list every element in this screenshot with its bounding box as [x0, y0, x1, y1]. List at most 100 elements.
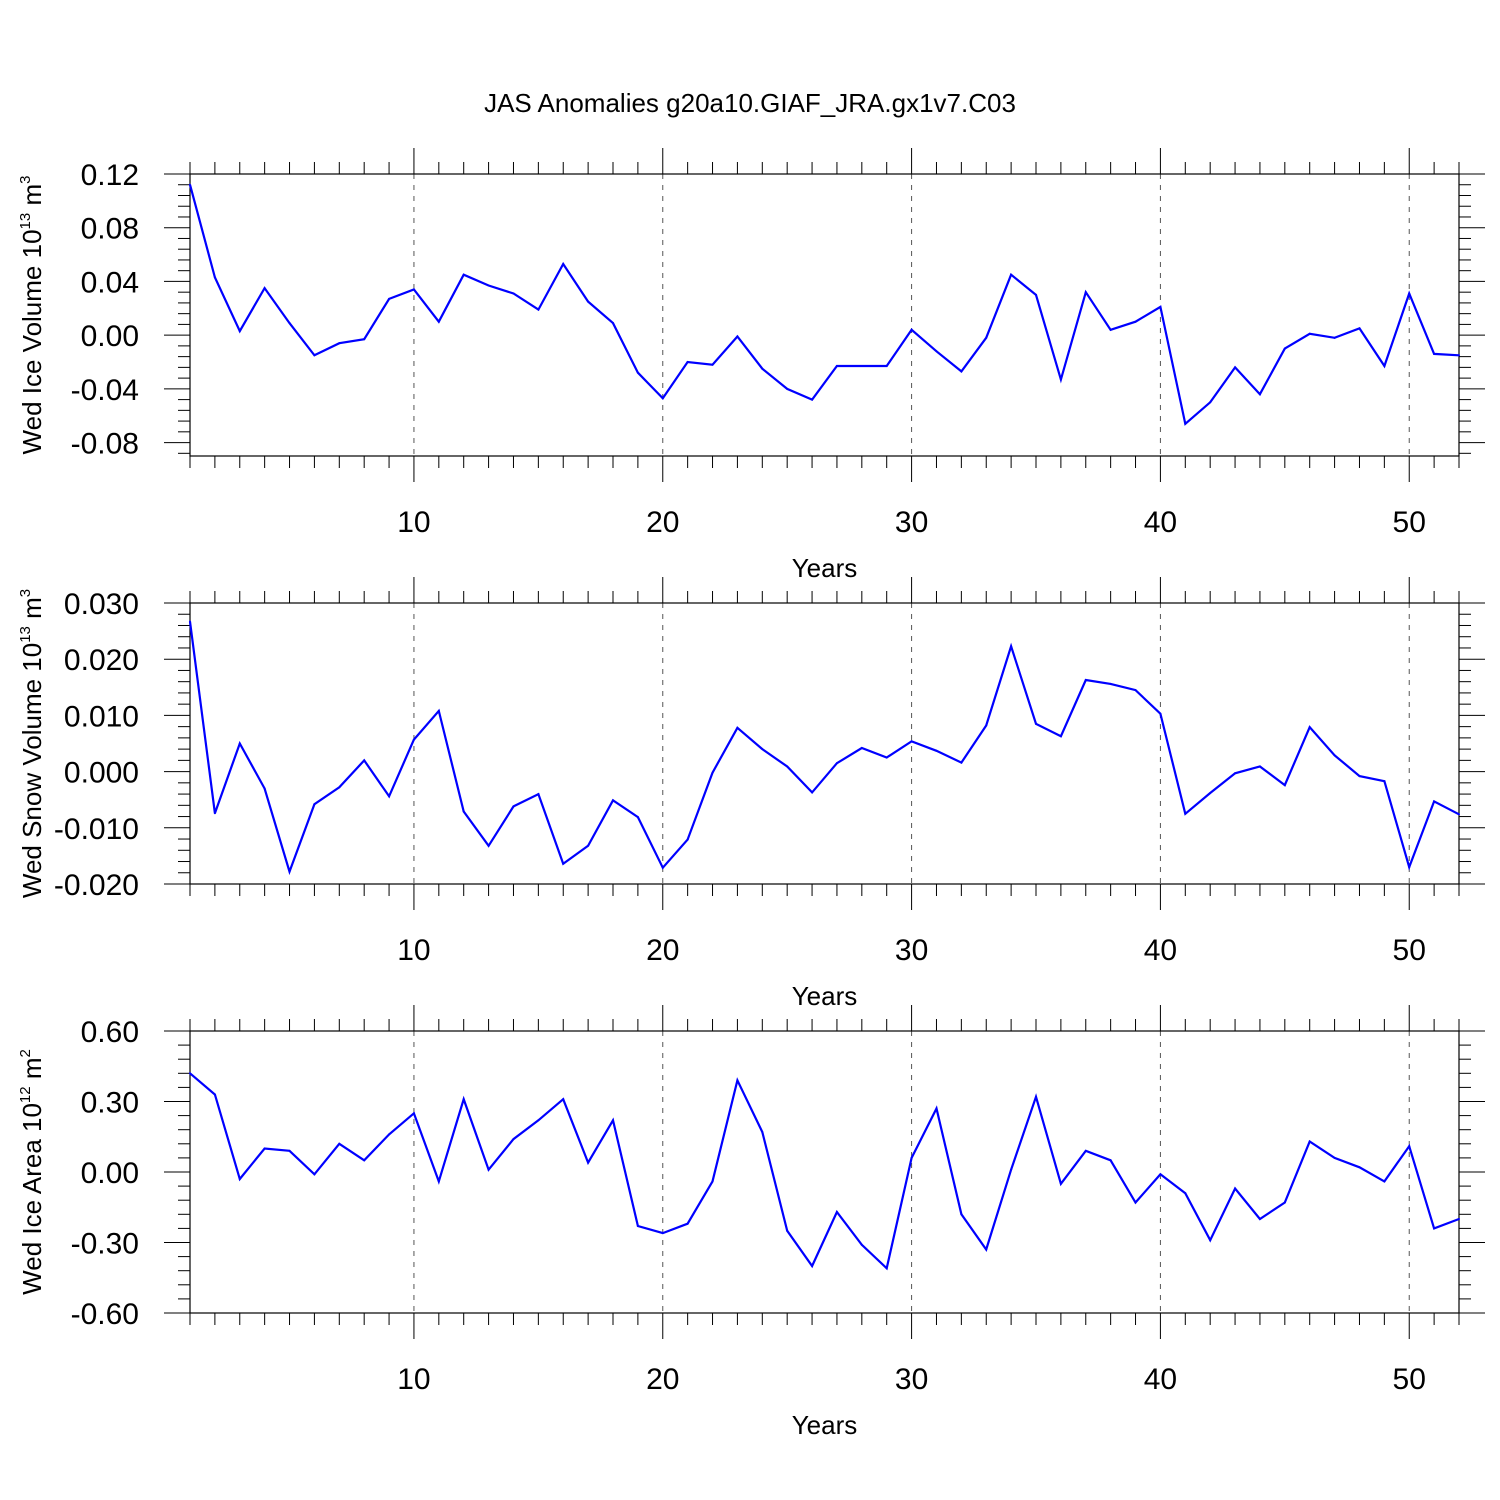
ice-volume-data-point: [985, 336, 988, 339]
ice-volume-data-point: [238, 330, 241, 333]
ice-area-data-point: [1035, 1095, 1037, 1098]
ice-volume-data-point: [711, 363, 714, 366]
snow-volume-data-point: [686, 838, 689, 841]
snow-volume-data-point: [885, 756, 888, 759]
snow-volume-data-point: [860, 746, 863, 749]
ice-area-data-point: [1283, 1201, 1286, 1204]
ice-area-data-point: [1458, 1218, 1460, 1220]
ice-volume-data-point: [1084, 291, 1087, 294]
ice-volume-frame: [189, 173, 1460, 457]
snow-volume-ytick-label: 0.020: [64, 644, 139, 677]
ice-area-data-point: [537, 1119, 540, 1122]
ice-area-data-point: [835, 1210, 838, 1213]
snow-volume-data-point: [412, 738, 415, 741]
chart-title: JAS Anomalies g20a10.GIAF_JRA.gx1v7.C03: [484, 88, 1016, 118]
ice-area-data-point: [686, 1222, 689, 1225]
snow-volume-data-point: [1035, 722, 1037, 725]
ice-volume-data-point: [512, 292, 515, 295]
snow-volume-data-point: [462, 810, 465, 813]
ice-volume-data-point: [1234, 366, 1237, 369]
ice-volume-data-point: [612, 322, 614, 325]
ice-volume-data-point: [1035, 293, 1037, 296]
ice-volume-data-point: [587, 300, 590, 303]
ice-volume-data-point: [636, 371, 639, 374]
snow-volume-xtick-label: 10: [397, 934, 430, 967]
snow-volume-data-point: [1358, 775, 1361, 778]
ice-volume-ytick-label: 0.00: [81, 320, 139, 353]
ice-area-data-point: [388, 1133, 391, 1136]
ice-volume-ytick-label: 0.12: [81, 159, 139, 192]
snow-volume-data-point: [761, 748, 764, 751]
snow-volume-data-point: [1059, 735, 1062, 738]
snow-volume-data-point: [363, 759, 366, 762]
snow-volume-data-point: [313, 803, 316, 806]
snow-volume-data-point: [1209, 791, 1212, 794]
ice-area-xtick-label: 20: [646, 1363, 679, 1396]
ice-volume-data-point: [736, 335, 739, 338]
ice-volume-data-point: [537, 308, 540, 311]
ice-area-data-point: [562, 1098, 565, 1101]
snow-volume-data-point: [338, 786, 341, 789]
ice-area-data-point: [935, 1107, 938, 1110]
ice-volume-data-point: [288, 322, 291, 325]
ice-area-data-point: [263, 1147, 266, 1150]
snow-volume-data-point: [1458, 813, 1460, 816]
snow-volume-yaxis-title: Wed Snow Volume 1013 m3: [17, 589, 47, 898]
ice-area-data-point: [512, 1138, 515, 1141]
ice-volume-data-point: [910, 328, 913, 331]
snow-volume-ytick-label: 0.010: [64, 700, 139, 733]
snow-volume-xtick-label: 50: [1393, 934, 1426, 967]
snow-volume-data-point: [985, 724, 988, 727]
ice-volume-panel: 10 20 30 40 50 Years -0.08 -0.04 0.00 0.04 0.08 0.1…: [17, 148, 1485, 583]
snow-volume-data-point: [1258, 765, 1261, 768]
snow-volume-data-point: [512, 805, 515, 808]
ice-area-data-point: [612, 1119, 614, 1122]
ice-volume-xtick-label: 50: [1393, 506, 1426, 539]
snow-volume-data-point: [1159, 712, 1162, 715]
snow-volume-ytick-label: 0.030: [64, 588, 139, 621]
ice-volume-data-point: [935, 350, 938, 353]
ice-volume-data-point: [388, 297, 391, 300]
ice-area-data-point: [1059, 1182, 1062, 1185]
snow-volume-data-point: [1134, 689, 1137, 692]
ice-area-data-point: [910, 1156, 913, 1159]
ice-area-data-point: [363, 1159, 366, 1162]
snow-volume-data-point: [587, 844, 590, 847]
ice-volume-data-point: [835, 365, 838, 368]
snow-volume-data-point: [437, 709, 440, 712]
ice-volume-data-point: [1358, 327, 1361, 330]
ice-volume-data-point: [860, 365, 863, 368]
snow-volume-data-point: [1408, 866, 1411, 869]
snow-volume-panel: 10 20 30 40 50 Years -0.020 -0.010 0.000 0.010 0.0…: [17, 577, 1485, 1011]
ice-area-data-point: [1383, 1180, 1386, 1183]
ice-volume-data-point: [1059, 378, 1062, 381]
ice-area-xtick-label: 40: [1144, 1363, 1177, 1396]
ice-area-series-line: [189, 1072, 1460, 1271]
snow-volume-series-line: [188, 621, 1460, 876]
ice-area-data-point: [1408, 1145, 1411, 1148]
ice-volume-data-point: [1283, 347, 1286, 350]
ice-volume-xtick-label: 10: [397, 506, 430, 539]
ice-volume-data-point: [661, 397, 664, 400]
ice-volume-data-point: [1333, 336, 1336, 339]
snow-volume-data-point: [811, 791, 814, 794]
snow-volume-xtick-label: 30: [895, 934, 928, 967]
snow-volume-data-point: [189, 620, 191, 623]
ice-volume-data-point: [263, 287, 266, 290]
ice-area-data-point: [985, 1248, 988, 1251]
ice-volume-data-point: [213, 276, 216, 279]
ice-volume-data-point: [437, 320, 440, 323]
ice-volume-data-point: [1134, 320, 1137, 323]
ice-volume-data-point: [189, 183, 191, 186]
snow-volume-data-point: [1084, 678, 1087, 681]
snow-volume-data-point: [1308, 726, 1311, 729]
ice-area-ytick-label: -0.60: [71, 1298, 139, 1331]
ice-area-xtick-label: 10: [397, 1363, 430, 1396]
ice-volume-data-point: [1458, 354, 1460, 357]
ice-volume-data-point: [885, 365, 888, 368]
snow-volume-data-point: [711, 771, 714, 774]
ice-volume-data-point: [1433, 352, 1436, 355]
ice-area-data-point: [1308, 1140, 1311, 1143]
ice-area-data-point: [1258, 1218, 1261, 1220]
ice-area-data-point: [885, 1267, 888, 1270]
